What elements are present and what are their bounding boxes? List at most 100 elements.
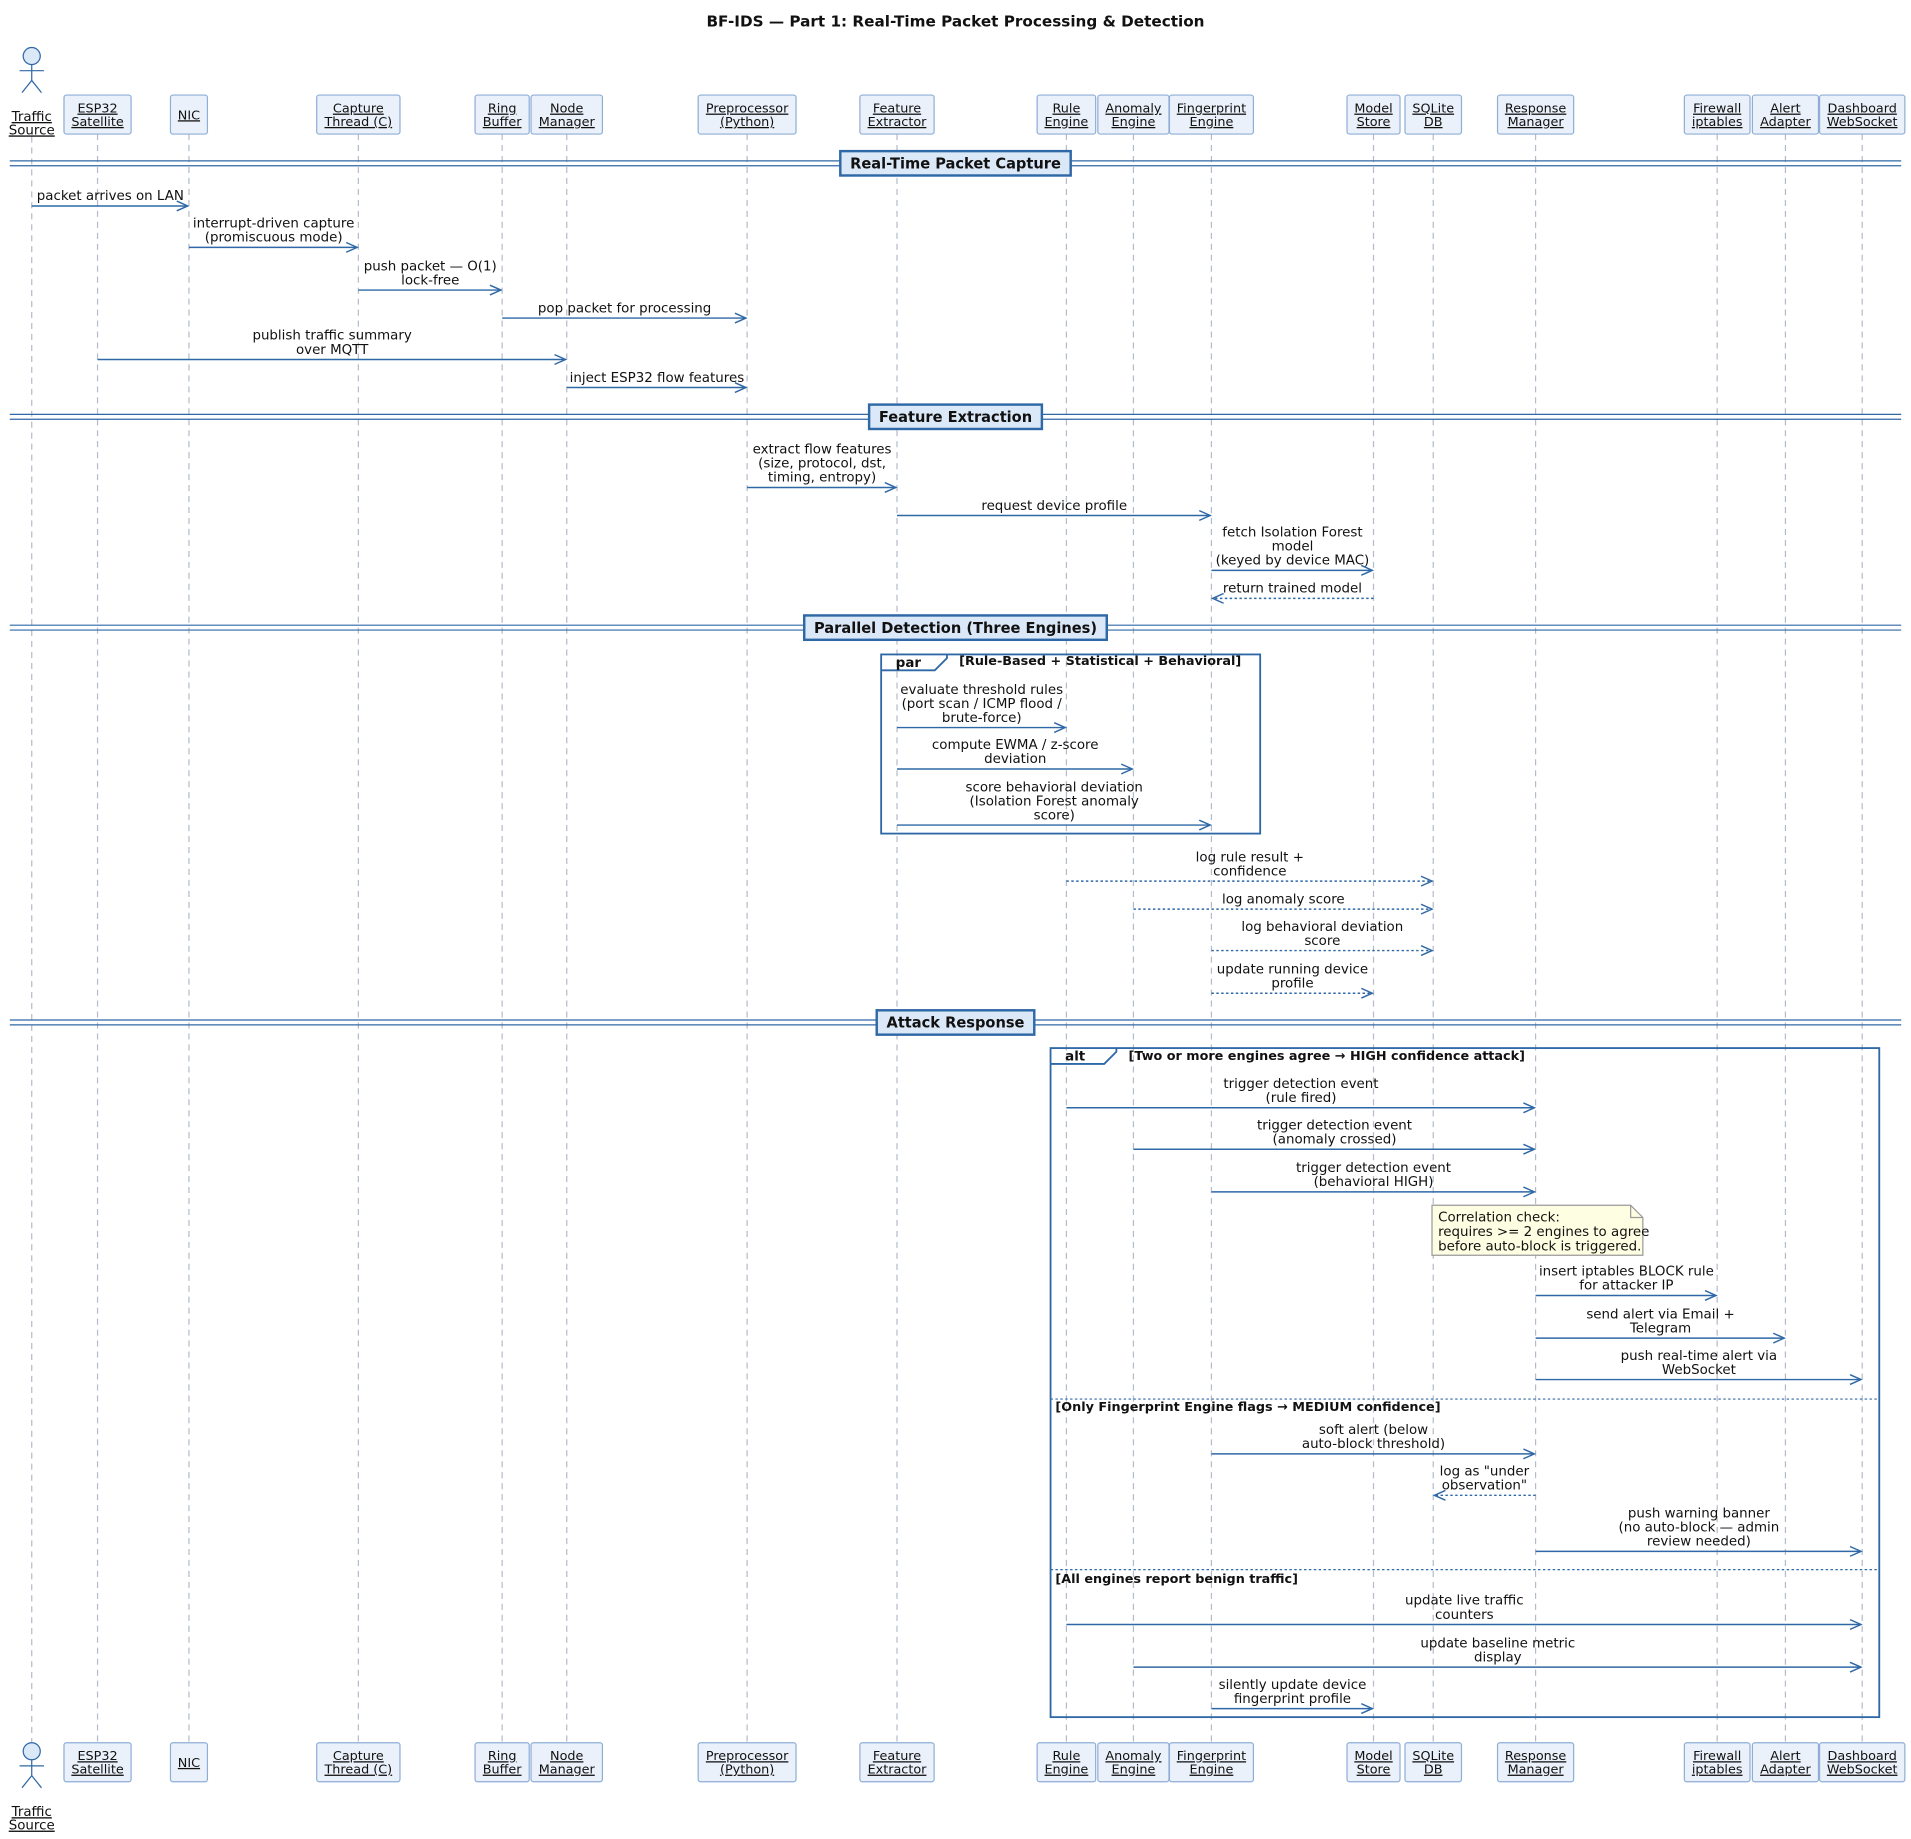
arrow-head	[1053, 722, 1067, 734]
participant-box	[1404, 94, 1463, 135]
message-label: return trained model	[1223, 582, 1362, 597]
message-label: (anomaly crossed)	[1273, 1132, 1397, 1147]
fragment-tab	[881, 654, 948, 672]
participant-label: Model	[1354, 102, 1392, 117]
section-label: Attack Response	[887, 1015, 1025, 1032]
participant-box	[169, 94, 209, 135]
participant-label: Store	[1357, 115, 1391, 130]
message-label: profile	[1271, 976, 1313, 991]
message-label: insert iptables BLOCK rule	[1539, 1265, 1714, 1280]
diagram-title: BF-IDS — Part 1: Real-Time Packet Proces…	[706, 12, 1204, 30]
participant-label: Engine	[1044, 1763, 1088, 1778]
arrow-head	[345, 241, 359, 253]
participant-box	[1346, 1742, 1401, 1783]
arrow-head	[1849, 1661, 1863, 1673]
arrow-head	[1120, 763, 1135, 775]
message-label: push real-time alert via	[1621, 1349, 1777, 1364]
message-label: score	[1304, 934, 1340, 949]
arrow-head	[1420, 903, 1434, 915]
participant-label: Manager	[539, 115, 596, 130]
participant-label: Fingerprint	[1177, 102, 1246, 117]
participant-label: Source	[9, 1819, 55, 1834]
section-label: Feature Extraction	[879, 409, 1032, 426]
participant-box	[1036, 1742, 1097, 1783]
participant-box	[530, 94, 604, 135]
fragment-operator: par	[896, 656, 922, 671]
message-label: update baseline metric	[1420, 1636, 1575, 1651]
message-label: soft alert (below	[1319, 1423, 1428, 1438]
participant-box	[1496, 1742, 1575, 1783]
participant-label: Ring	[488, 1749, 517, 1764]
participant-label: Alert	[1770, 1749, 1800, 1764]
fragment-tab	[1050, 1048, 1118, 1065]
message-label: update running device	[1217, 962, 1368, 977]
message-label: log anomaly score	[1222, 892, 1345, 907]
participant: NIC	[169, 94, 209, 135]
arrow-head	[1523, 1102, 1537, 1114]
participant-label: Extractor	[868, 1763, 928, 1778]
participant-label: Ring	[488, 102, 517, 117]
participant-label: NIC	[178, 1756, 200, 1771]
message-label: request device profile	[981, 499, 1127, 514]
arrow-head	[1849, 1545, 1863, 1557]
participant-label: Engine	[1112, 115, 1156, 130]
participant-box	[1818, 1742, 1906, 1783]
actor-head	[22, 46, 41, 66]
participant-label: Anomaly	[1105, 1749, 1161, 1764]
participant-label: Source	[9, 123, 55, 138]
arrow-head	[1198, 819, 1213, 831]
participant-label: ESP32	[77, 1749, 117, 1764]
participant-label: SQLite	[1412, 102, 1454, 117]
message-label: log as "under	[1440, 1465, 1530, 1480]
arrow-head	[1432, 1489, 1446, 1501]
participant-label: Dashboard	[1828, 1749, 1897, 1764]
message-label: push packet — O(1)	[364, 259, 497, 274]
message-label: packet arrives on LAN	[37, 189, 184, 204]
participant-box	[474, 94, 530, 135]
participant-box	[63, 94, 132, 135]
participant-box	[859, 1742, 935, 1783]
arrow-head	[1361, 564, 1375, 576]
participant-box	[530, 1742, 604, 1783]
participant-label: DB	[1424, 115, 1443, 130]
message-label: update live traffic	[1405, 1594, 1524, 1609]
message-label: fingerprint profile	[1234, 1692, 1351, 1707]
section-box	[867, 403, 1044, 431]
arrow-head	[1361, 1703, 1375, 1715]
arrow-head	[1198, 509, 1213, 522]
participant-label: Firewall	[1693, 102, 1741, 117]
message-label: (rule fired)	[1265, 1091, 1336, 1106]
participant-label: Dashboard	[1828, 102, 1897, 117]
message-label: fetch Isolation Forest	[1222, 526, 1362, 541]
section-box	[839, 149, 1072, 177]
note-fold	[1630, 1205, 1643, 1219]
participant-label: Satellite	[71, 115, 123, 130]
arrow-head	[1523, 1186, 1537, 1198]
message-label: push warning banner	[1628, 1507, 1771, 1522]
note-text: before auto-block is triggered.	[1438, 1240, 1641, 1255]
participant-label: Feature	[873, 1749, 921, 1764]
arrow-head	[1361, 987, 1375, 999]
arrow-head	[1210, 592, 1224, 604]
participant-label: Thread (C)	[324, 115, 393, 130]
participant: Preprocessor(Python)	[697, 1742, 797, 1783]
participant-label: Manager	[539, 1763, 596, 1778]
participant-label: Store	[1357, 1763, 1391, 1778]
message-label: log behavioral deviation	[1241, 920, 1403, 935]
fragment-condition: [Two or more engines agree → HIGH confid…	[1129, 1049, 1525, 1064]
participant-label: SQLite	[1412, 1749, 1454, 1764]
participant-label: Adapter	[1760, 115, 1811, 130]
arrow-head	[734, 312, 748, 324]
message-label: brute-force)	[942, 711, 1022, 726]
